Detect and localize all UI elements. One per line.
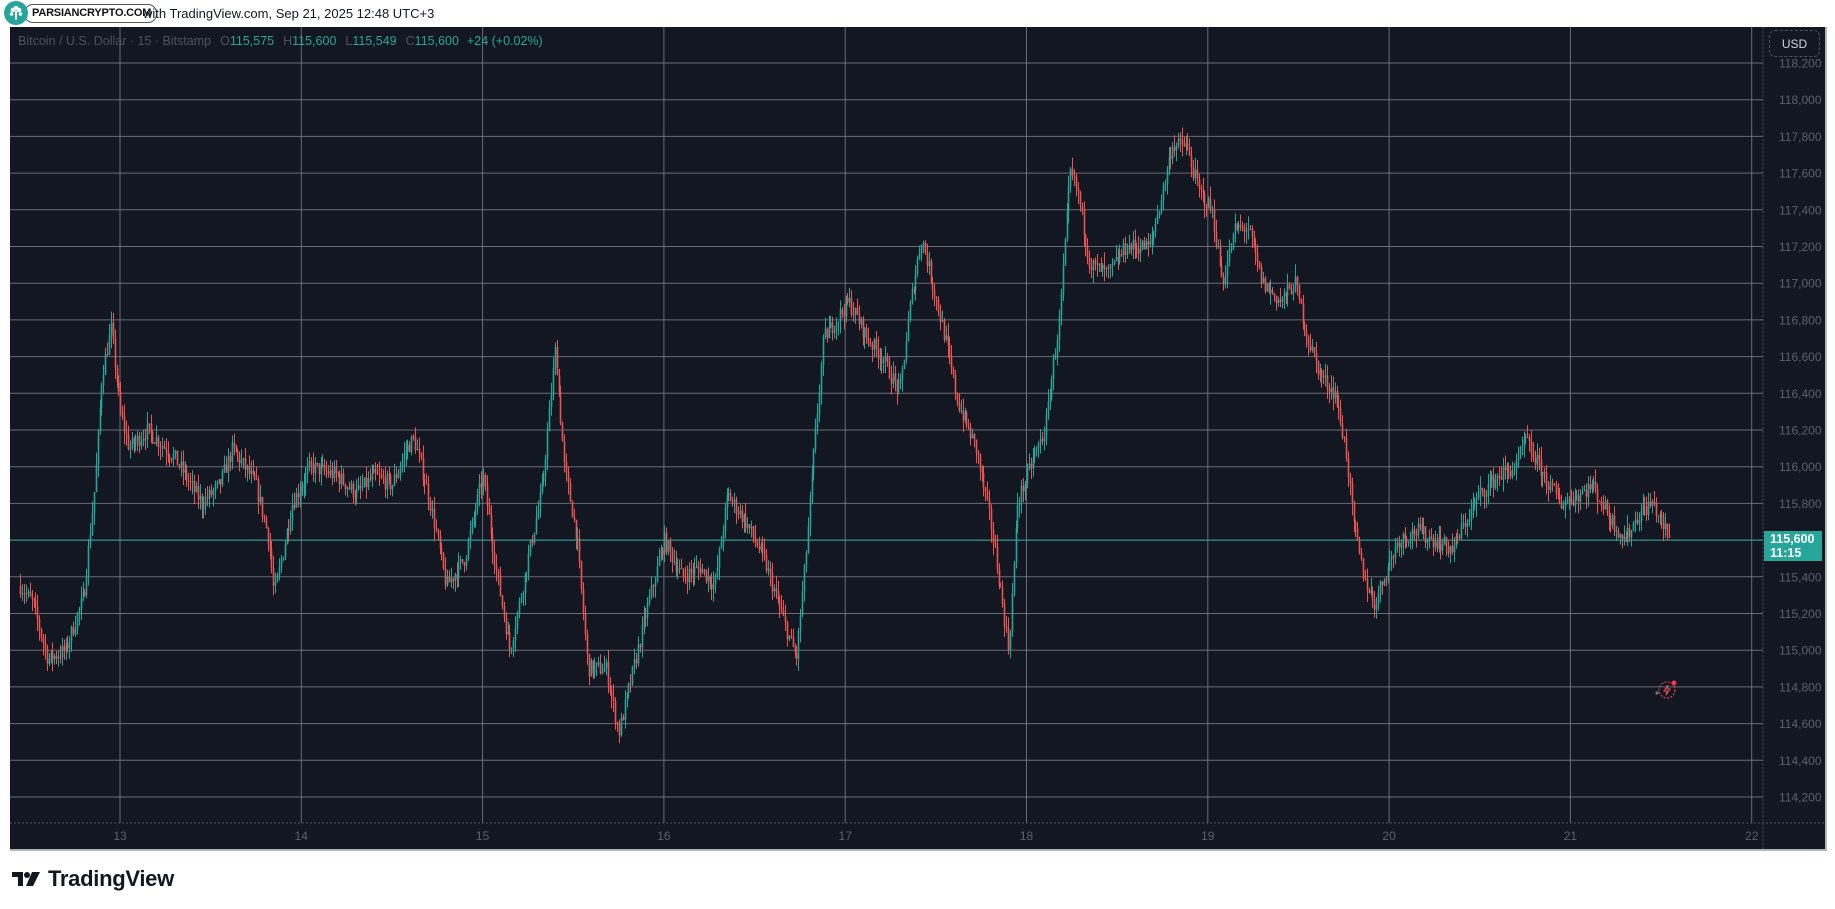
tradingview-logo[interactable]: TradingView	[12, 866, 174, 892]
svg-text:114,800: 114,800	[1779, 680, 1822, 694]
svg-text:117,600: 117,600	[1779, 167, 1822, 181]
svg-text:118,000: 118,000	[1779, 93, 1822, 107]
time-axis[interactable]: 13 14 15 16 17 18 19 20 21 22	[113, 829, 1758, 843]
svg-text:16: 16	[657, 829, 671, 843]
svg-text:116,600: 116,600	[1779, 350, 1822, 364]
svg-text:118,200: 118,200	[1779, 57, 1822, 71]
header-bar: PARSIANCRYPTO.COM with TradingView.com, …	[0, 0, 1835, 27]
svg-text:18: 18	[1020, 829, 1034, 843]
candles	[19, 127, 1671, 744]
svg-text:117,000: 117,000	[1779, 277, 1822, 291]
lightning-alert-icon[interactable]	[1655, 680, 1677, 699]
svg-text:117,800: 117,800	[1779, 130, 1822, 144]
snapshot-caption: with TradingView.com, Sep 21, 2025 12:48…	[143, 6, 435, 21]
svg-text:114,200: 114,200	[1779, 791, 1822, 805]
symbol-title[interactable]: Bitcoin / U.S. Dollar · 15 · Bitstamp	[18, 34, 212, 48]
high-label: H	[283, 34, 293, 48]
svg-text:17: 17	[839, 829, 853, 843]
last-price-label: 115,600 11:15	[1764, 531, 1822, 561]
svg-text:115,400: 115,400	[1779, 570, 1822, 584]
svg-text:116,200: 116,200	[1779, 424, 1822, 438]
chart-pane[interactable]: 118,200 118,000 117,800 117,600 117,400 117,2…	[10, 27, 1827, 851]
close-value: 115,600	[414, 34, 459, 48]
open-value: 115,575	[229, 34, 275, 48]
svg-text:115,800: 115,800	[1779, 497, 1822, 511]
open-label: O	[220, 34, 230, 48]
brand-name: PARSIANCRYPTO.COM	[24, 3, 158, 23]
svg-text:20: 20	[1382, 829, 1396, 843]
change-value: +24 (+0.02%)	[466, 34, 543, 48]
svg-text:117,200: 117,200	[1779, 240, 1822, 254]
svg-text:115,200: 115,200	[1779, 607, 1822, 621]
svg-text:117,400: 117,400	[1779, 203, 1822, 217]
svg-text:114,600: 114,600	[1779, 717, 1822, 731]
price-axis[interactable]: 118,200 118,000 117,800 117,600 117,400 117,2…	[1779, 57, 1822, 805]
low-label: L	[345, 34, 353, 48]
svg-text:21: 21	[1564, 829, 1578, 843]
svg-text:15: 15	[476, 829, 490, 843]
svg-text:13: 13	[113, 829, 127, 843]
brand-tree-logo-icon	[4, 1, 28, 25]
brand-badge[interactable]: PARSIANCRYPTO.COM	[4, 1, 158, 25]
svg-text:19: 19	[1201, 829, 1215, 843]
currency-button[interactable]: USD	[1769, 30, 1820, 57]
tradingview-wordmark: TradingView	[48, 866, 174, 891]
high-value: 115,600	[292, 34, 337, 48]
svg-text:22: 22	[1745, 829, 1759, 843]
close-label: C	[405, 34, 415, 48]
svg-text:115,000: 115,000	[1779, 644, 1822, 658]
svg-text:114,400: 114,400	[1779, 754, 1822, 768]
candlestick-chart[interactable]: 118,200 118,000 117,800 117,600 117,400 117,2…	[10, 27, 1825, 849]
grid-lines	[10, 27, 1763, 823]
last-price-value: 115,600	[1770, 532, 1815, 546]
svg-text:14: 14	[295, 829, 309, 843]
svg-text:116,800: 116,800	[1779, 313, 1822, 327]
low-value: 115,549	[352, 34, 397, 48]
tradingview-mark-icon	[12, 872, 40, 886]
svg-text:116,000: 116,000	[1779, 460, 1822, 474]
bar-countdown: 11:15	[1770, 546, 1802, 560]
svg-text:116,400: 116,400	[1779, 387, 1822, 401]
